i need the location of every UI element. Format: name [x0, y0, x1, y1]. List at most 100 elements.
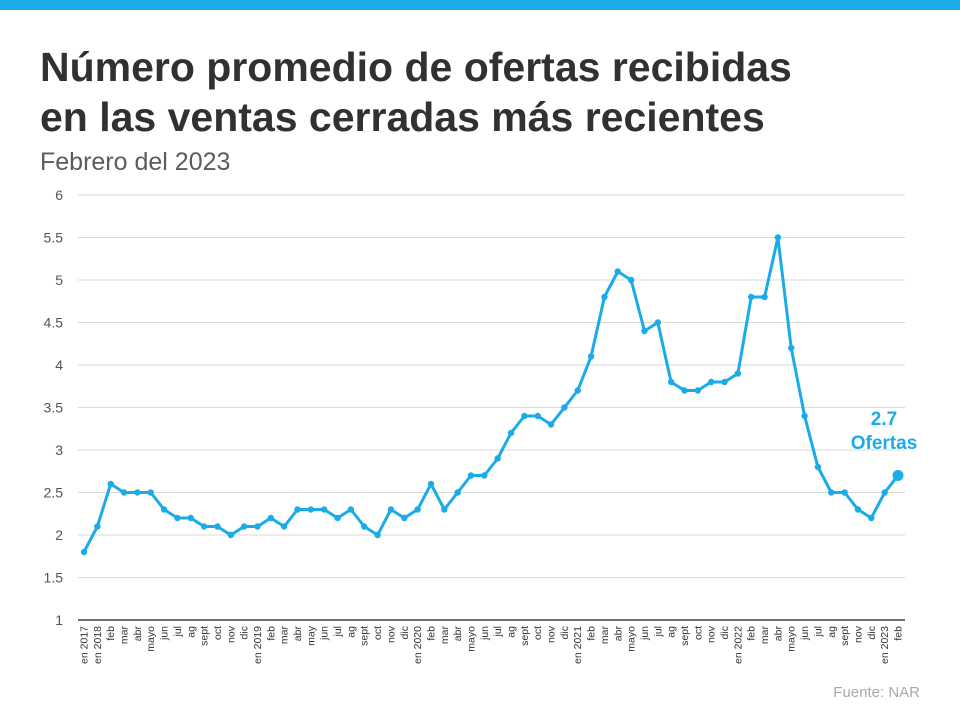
data-point	[267, 514, 275, 522]
x-tick-label: ag	[345, 626, 357, 638]
x-tick-label: sept	[199, 626, 211, 646]
x-tick-label: en 2020	[412, 626, 424, 664]
y-tick-label: 2.5	[44, 485, 64, 501]
x-tick-label: en 2018	[92, 626, 104, 664]
data-point	[694, 387, 702, 394]
data-point	[481, 472, 488, 479]
data-point	[214, 523, 221, 530]
data-point	[467, 472, 475, 479]
x-tick-label: feb	[746, 626, 758, 641]
x-tick-label: abr	[612, 626, 624, 642]
data-point	[561, 404, 568, 411]
data-point	[240, 523, 248, 530]
title-line-2: en las ventas cerradas más recientes	[40, 94, 765, 140]
x-tick-label: mar	[759, 626, 771, 645]
x-axis-tick-labels: en 2017 en 2018 feb mar abr mayo jun jul ag sept o…	[79, 625, 905, 664]
x-tick-label: abr	[772, 626, 784, 642]
x-tick-label: en 2022	[732, 626, 744, 664]
data-point	[361, 523, 368, 530]
data-point	[507, 429, 515, 437]
x-tick-label: mayo	[465, 626, 477, 652]
data-point	[814, 463, 822, 471]
data-point	[521, 412, 528, 420]
x-tick-label: feb	[265, 626, 277, 641]
x-tick-label: dic	[559, 626, 571, 639]
data-point	[147, 489, 154, 496]
page-title: Número promedio de ofertas recibidas en …	[40, 42, 792, 142]
data-point	[174, 514, 181, 522]
data-point	[574, 387, 581, 394]
x-tick-label: feb	[893, 626, 905, 641]
data-point	[187, 514, 194, 522]
data-point	[80, 548, 88, 556]
series-line	[82, 236, 900, 553]
source-note: Fuente: NAR	[833, 684, 920, 701]
data-point	[387, 506, 395, 513]
data-point	[107, 480, 114, 488]
data-point	[200, 523, 208, 530]
x-tick-label: mar	[119, 626, 131, 645]
data-point	[427, 480, 435, 488]
x-tick-label: mayo	[626, 626, 638, 652]
x-tick-label: dic	[719, 626, 731, 639]
data-point	[441, 506, 448, 513]
data-point	[280, 523, 288, 530]
x-tick-label: dic	[866, 626, 878, 639]
x-tick-label: feb	[105, 626, 117, 641]
data-point	[160, 506, 168, 513]
x-tick-label: nov	[225, 625, 237, 643]
x-tick-label: dic	[399, 626, 411, 639]
data-point	[494, 455, 501, 462]
x-tick-label: ag	[826, 626, 838, 638]
data-point	[374, 531, 381, 539]
x-tick-label: ag	[506, 626, 518, 638]
x-tick-label: oct	[212, 626, 224, 640]
annotation-value: 2.7	[870, 408, 898, 430]
x-tick-label: ag	[185, 626, 197, 638]
data-point	[734, 370, 742, 377]
annotation-label: Ofertas	[850, 432, 918, 454]
data-point	[627, 276, 635, 284]
x-tick-label: sept	[839, 626, 851, 646]
y-tick-label: 5.5	[44, 230, 64, 246]
y-tick-label: 1.5	[44, 570, 64, 586]
x-tick-label: ag	[666, 626, 678, 638]
data-point	[801, 412, 808, 420]
x-tick-label: abr	[132, 626, 144, 642]
x-tick-label: abr	[452, 626, 464, 642]
y-tick-label: 1	[55, 612, 63, 628]
x-tick-label: feb	[425, 626, 437, 641]
x-tick-label: nov	[706, 625, 718, 643]
data-point	[227, 531, 234, 539]
data-point	[774, 234, 782, 241]
x-tick-label: mar	[599, 626, 611, 645]
data-point	[401, 514, 408, 522]
y-tick-label: 6	[55, 187, 63, 203]
data-point	[94, 523, 101, 530]
x-tick-label: mar	[279, 626, 291, 645]
x-tick-label: nov	[385, 625, 397, 643]
x-tick-label: en 2023	[879, 626, 891, 664]
x-tick-label: oct	[692, 626, 704, 640]
data-point-latest	[892, 470, 904, 481]
data-point	[868, 514, 875, 522]
data-point	[534, 412, 541, 420]
y-tick-label: 4.5	[44, 315, 64, 331]
x-tick-label: jul	[652, 626, 664, 638]
x-tick-label: sept	[679, 626, 691, 646]
data-point	[307, 506, 315, 513]
data-point	[254, 523, 261, 530]
x-tick-label: mayo	[786, 626, 798, 652]
data-point	[748, 293, 755, 301]
data-point	[761, 293, 768, 301]
title-line-1: Número promedio de ofertas recibidas	[40, 44, 792, 90]
top-accent-bar	[0, 0, 960, 10]
data-point	[587, 353, 595, 360]
latest-value-annotation: 2.7 Ofertas	[824, 408, 944, 456]
data-point	[347, 506, 355, 513]
data-point	[454, 489, 461, 496]
data-point	[134, 489, 141, 496]
data-point	[641, 327, 648, 335]
x-tick-label: oct	[372, 626, 384, 640]
x-tick-label: sept	[359, 626, 371, 646]
